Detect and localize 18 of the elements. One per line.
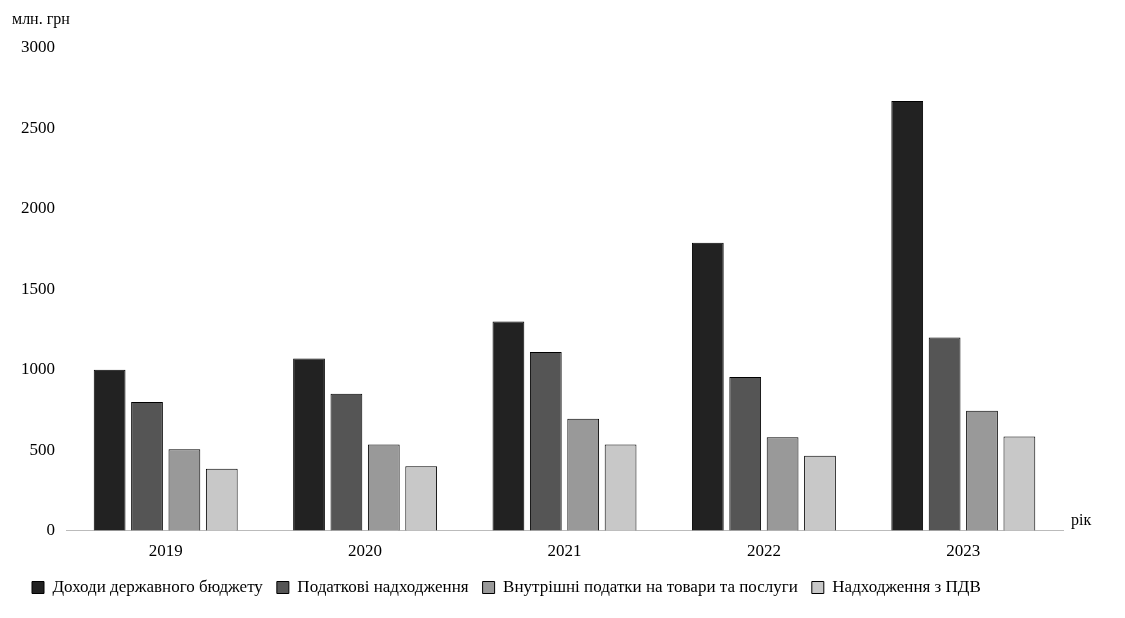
legend-label: Доходи державного бюджету — [52, 576, 264, 596]
y-tick-label: 1500 — [21, 278, 55, 298]
y-tick-label: 500 — [29, 439, 55, 459]
y-tick-label: 2500 — [21, 117, 55, 137]
x-axis-title: рік — [1071, 510, 1092, 529]
x-tick-label: 2023 — [946, 541, 981, 561]
x-tick-label: 2021 — [547, 541, 582, 561]
y-tick-label: 2000 — [21, 198, 55, 218]
y-tick-label: 0 — [46, 520, 55, 540]
y-axis-title: млн. грн — [12, 10, 71, 29]
y-tick-label: 3000 — [21, 37, 55, 57]
x-tick-label: 2019 — [148, 541, 183, 561]
legend-label: Податкові надходження — [297, 576, 469, 596]
y-tick-label: 1000 — [21, 359, 55, 379]
legend-label: Внутрішні податки на товари та послуги — [503, 576, 798, 596]
x-tick-label: 2022 — [746, 541, 781, 561]
legend-label: Надходження з ПДВ — [832, 576, 981, 596]
x-tick-label: 2020 — [348, 541, 383, 561]
